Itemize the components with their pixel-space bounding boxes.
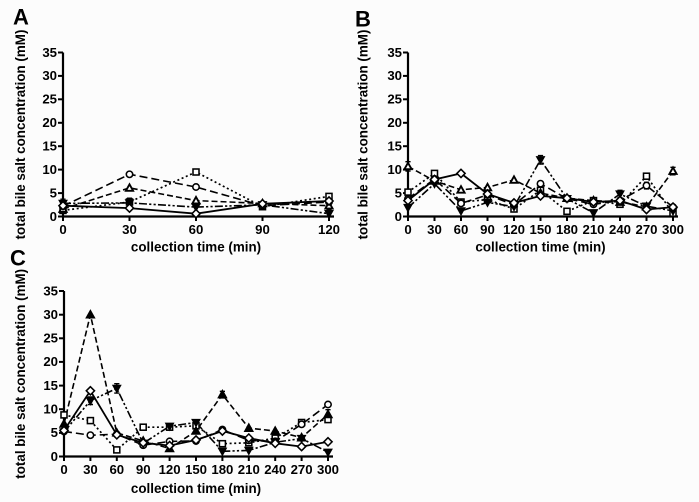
svg-text:30: 30	[122, 222, 137, 237]
svg-text:15: 15	[387, 139, 402, 154]
svg-text:0: 0	[395, 209, 402, 224]
svg-text:5: 5	[50, 185, 57, 200]
svg-text:30: 30	[83, 462, 98, 477]
svg-text:0: 0	[50, 209, 57, 224]
svg-text:180: 180	[556, 222, 578, 237]
svg-text:25: 25	[43, 331, 58, 346]
svg-text:35: 35	[387, 45, 402, 60]
svg-text:20: 20	[43, 354, 58, 369]
svg-text:5: 5	[395, 185, 402, 200]
svg-text:0: 0	[404, 222, 411, 237]
svg-text:270: 270	[635, 222, 657, 237]
svg-text:C: C	[10, 246, 26, 271]
svg-text:collection time (min): collection time (min)	[475, 240, 605, 255]
svg-text:10: 10	[387, 162, 402, 177]
svg-text:20: 20	[42, 115, 57, 130]
svg-text:0: 0	[51, 449, 58, 464]
svg-text:90: 90	[136, 462, 151, 477]
svg-text:90: 90	[255, 222, 270, 237]
svg-text:210: 210	[582, 222, 604, 237]
svg-text:60: 60	[454, 222, 469, 237]
svg-text:240: 240	[264, 462, 286, 477]
svg-text:150: 150	[529, 222, 551, 237]
svg-text:collection time (min): collection time (min)	[131, 240, 261, 255]
svg-text:10: 10	[43, 402, 58, 417]
svg-text:60: 60	[109, 462, 124, 477]
svg-text:270: 270	[291, 462, 313, 477]
svg-text:35: 35	[42, 45, 57, 60]
svg-text:35: 35	[43, 283, 58, 298]
svg-text:15: 15	[42, 139, 57, 154]
svg-text:120: 120	[159, 462, 181, 477]
svg-text:total bile salt concentration: total bile salt concentration (mM)	[356, 30, 371, 240]
svg-text:300: 300	[317, 462, 339, 477]
svg-text:15: 15	[43, 378, 58, 393]
svg-text:210: 210	[238, 462, 260, 477]
svg-text:240: 240	[609, 222, 631, 237]
svg-text:5: 5	[51, 425, 58, 440]
svg-text:20: 20	[387, 115, 402, 130]
svg-text:300: 300	[662, 222, 684, 237]
svg-text:0: 0	[60, 462, 67, 477]
svg-text:total bile salt concentration: total bile salt concentration (mM)	[13, 269, 28, 479]
svg-text:30: 30	[387, 68, 402, 83]
svg-text:10: 10	[42, 162, 57, 177]
svg-text:180: 180	[211, 462, 233, 477]
svg-text:B: B	[355, 7, 371, 32]
svg-text:120: 120	[503, 222, 525, 237]
svg-text:0: 0	[59, 222, 66, 237]
svg-text:25: 25	[387, 92, 402, 107]
svg-text:30: 30	[42, 68, 57, 83]
svg-text:A: A	[13, 5, 29, 30]
svg-text:30: 30	[43, 307, 58, 322]
svg-text:collection time (min): collection time (min)	[131, 481, 261, 496]
svg-text:total bile salt concentration: total bile salt concentration (mM)	[13, 30, 28, 240]
svg-text:120: 120	[318, 222, 340, 237]
svg-text:90: 90	[480, 222, 495, 237]
svg-text:150: 150	[185, 462, 207, 477]
svg-text:25: 25	[42, 92, 57, 107]
svg-text:60: 60	[189, 222, 204, 237]
svg-text:30: 30	[427, 222, 442, 237]
